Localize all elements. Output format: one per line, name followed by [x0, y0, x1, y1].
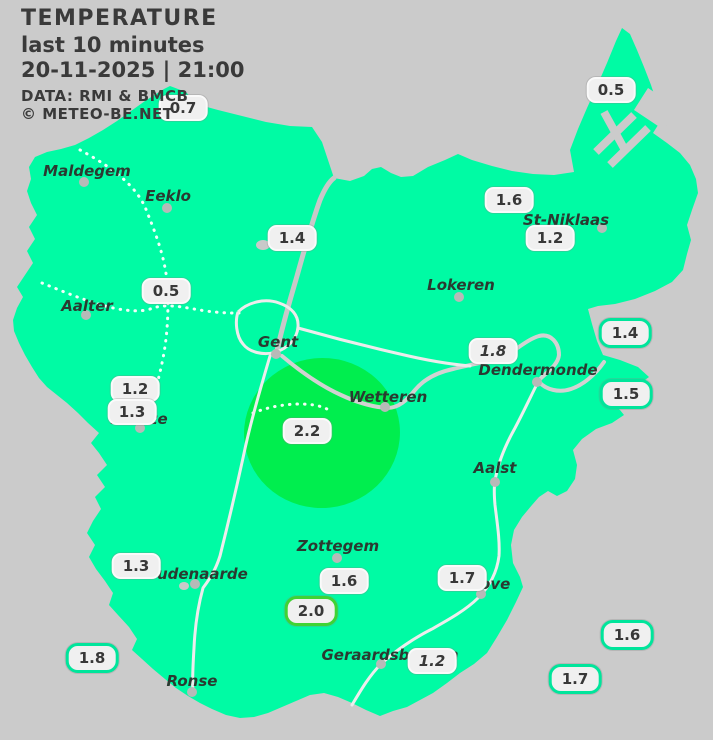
city-dot-lokeren	[454, 292, 464, 302]
temp-badge: 1.6	[319, 568, 369, 594]
road-e40	[296, 326, 472, 368]
city-label-st-niklaas: St-Niklaas	[522, 211, 610, 229]
data-source-label: DATA: RMI & BMCB	[21, 87, 189, 106]
city-dot-dendermonde	[532, 377, 542, 387]
temp-badge: 1.3	[111, 553, 161, 579]
river-dender	[350, 382, 539, 707]
copyright-label: © METEO-BE.NET	[21, 105, 174, 124]
road-n60	[191, 354, 272, 694]
page-title: TEMPERATURE	[21, 6, 218, 31]
city-dot-deinze	[135, 423, 145, 433]
temp-badge: 0.5	[586, 77, 636, 103]
temp-badge: 2.2	[282, 418, 332, 444]
city-label-aalter: Aalter	[61, 297, 113, 315]
city-label-wetteren: Wetteren	[348, 388, 428, 406]
city-dot-ronse	[187, 687, 197, 697]
road-ring-gent	[234, 299, 300, 356]
temp-badge: 1.2	[110, 376, 160, 402]
city-label-maldegem: Maldegem	[43, 162, 131, 180]
city-dot-zottegem	[332, 553, 342, 563]
datetime-label: 20-11-2025 | 21:00	[21, 58, 245, 83]
city-label-aalst: Aalst	[473, 459, 517, 477]
city-label-ronse: Ronse	[166, 672, 218, 690]
temp-badge-italic: 1.2	[407, 648, 457, 674]
temp-badge: 0.5	[141, 278, 191, 304]
lake-dot	[179, 582, 189, 590]
city-label-oudenaarde: Oudenaarde	[144, 565, 248, 583]
city-dot-oudenaarde	[190, 579, 200, 589]
city-dot-aalter	[81, 310, 91, 320]
temp-badge-outlined: 1.7	[548, 664, 602, 694]
city-label-eeklo: Eeklo	[145, 187, 191, 205]
temp-badge-outlined: 1.5	[599, 379, 653, 409]
map-header: TEMPERATURE last 10 minutes 20-11-2025 |…	[21, 6, 244, 124]
city-label-gent: Gent	[257, 333, 299, 351]
city-dot-ninove	[476, 589, 486, 599]
temp-badge: 0.7	[158, 95, 208, 121]
city-dot-geraardsbergen	[376, 659, 386, 669]
port-docks	[593, 88, 678, 168]
lake-dot	[256, 240, 270, 250]
city-dot-st-niklaas	[597, 223, 607, 233]
city-dot-aalst	[490, 477, 500, 487]
temp-badge: 1.7	[437, 565, 487, 591]
temp-badge-outlined: 1.4	[598, 318, 652, 348]
temp-badge: 1.4	[267, 225, 317, 251]
temp-badge-italic: 1.8	[468, 338, 518, 364]
city-dot-gent	[271, 349, 281, 359]
temp-badge-outlined: 1.6	[600, 620, 654, 650]
temp-badge: 1.6	[484, 187, 534, 213]
city-dot-eeklo	[162, 203, 172, 213]
city-dot-maldegem	[79, 177, 89, 187]
temp-badge: 1.2	[525, 225, 575, 251]
city-label-zottegem: Zottegem	[296, 537, 380, 555]
city-label-lokeren: Lokeren	[427, 276, 495, 294]
city-label-dendermonde: Dendermonde	[478, 361, 598, 379]
temp-badge-highlighted: 2.0	[284, 596, 338, 626]
page-subtitle: last 10 minutes	[21, 32, 205, 57]
city-dot-wetteren	[380, 402, 390, 412]
temp-badge-outlined: 1.8	[65, 643, 119, 673]
temp-badge: 1.3	[107, 399, 157, 425]
